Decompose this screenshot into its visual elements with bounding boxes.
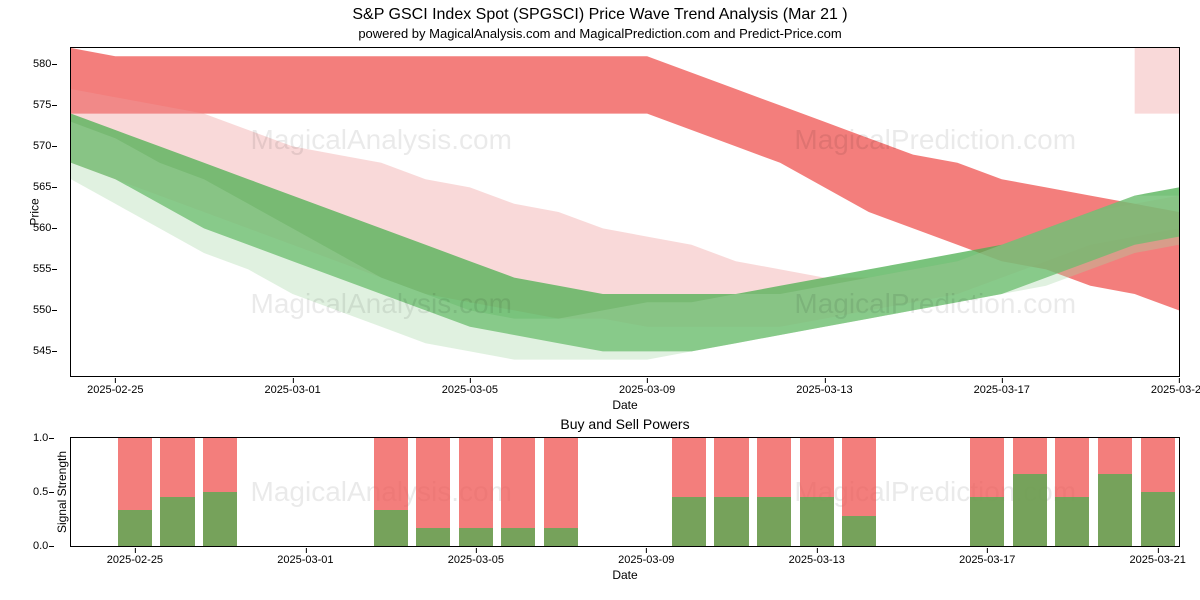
price-chart-ytick: 570: [33, 140, 51, 152]
price-chart-ytick: 575: [33, 99, 51, 111]
buy-power-bar: [501, 528, 535, 546]
buy-power-bar: [160, 497, 194, 546]
power-chart-xlabel: Date: [612, 568, 637, 582]
price-chart-ytick: 555: [33, 263, 51, 275]
buy-power-bar: [1055, 497, 1089, 546]
price-chart-xtick: 2025-03-13: [796, 384, 852, 396]
buy-power-bar: [672, 497, 706, 546]
price-chart-ytick: 565: [33, 181, 51, 193]
price-chart-ytick: 545: [33, 345, 51, 357]
power-chart-xtick: 2025-03-13: [789, 554, 845, 566]
buy-power-bar: [118, 510, 152, 546]
power-chart-ylabel: Signal Strength: [55, 451, 69, 533]
buy-power-bar: [714, 497, 748, 546]
price-chart: Price Date MagicalAnalysis.comMagicalPre…: [70, 47, 1180, 377]
buy-power-bar: [1098, 474, 1132, 546]
buy-power-bar: [1013, 474, 1047, 546]
price-chart-xtick: 2025-03-17: [974, 384, 1030, 396]
power-chart-xtick: 2025-03-21: [1130, 554, 1186, 566]
power-chart-ytick: 0.0: [33, 540, 48, 552]
price-chart-xtick: 2025-03-09: [619, 384, 675, 396]
power-chart-xtick: 2025-03-09: [618, 554, 674, 566]
buy-power-bar: [970, 497, 1004, 546]
buy-power-bar: [203, 492, 237, 546]
price-chart-xlabel: Date: [612, 398, 637, 412]
power-chart: Buy and Sell Powers Signal Strength Date…: [70, 437, 1180, 547]
power-chart-ytick: 1.0: [33, 432, 48, 444]
price-chart-svg: [71, 48, 1179, 376]
buy-power-bar: [374, 510, 408, 546]
price-chart-ytick: 550: [33, 304, 51, 316]
price-chart-xtick: 2025-03-21: [1151, 384, 1200, 396]
price-chart-xtick: 2025-02-25: [87, 384, 143, 396]
power-chart-title: Buy and Sell Powers: [560, 416, 689, 432]
price-band-right_red_soft: [1135, 48, 1179, 114]
power-chart-xtick: 2025-02-25: [107, 554, 163, 566]
buy-power-bar: [416, 528, 450, 546]
chart-title: S&P GSCI Index Spot (SPGSCI) Price Wave …: [0, 6, 1200, 24]
buy-power-bar: [800, 497, 834, 546]
price-chart-xtick: 2025-03-05: [442, 384, 498, 396]
buy-power-bar: [544, 528, 578, 546]
buy-power-bar: [459, 528, 493, 546]
price-chart-ytick: 580: [33, 58, 51, 70]
price-chart-xtick: 2025-03-01: [264, 384, 320, 396]
price-chart-ytick: 560: [33, 222, 51, 234]
buy-power-bar: [1141, 492, 1175, 546]
power-chart-ytick: 0.5: [33, 486, 48, 498]
power-chart-xtick: 2025-03-17: [959, 554, 1015, 566]
buy-power-bar: [757, 497, 791, 546]
buy-power-bar: [842, 516, 876, 546]
chart-subtitle: powered by MagicalAnalysis.com and Magic…: [0, 26, 1200, 41]
power-chart-xtick: 2025-03-01: [277, 554, 333, 566]
power-chart-xtick: 2025-03-05: [448, 554, 504, 566]
